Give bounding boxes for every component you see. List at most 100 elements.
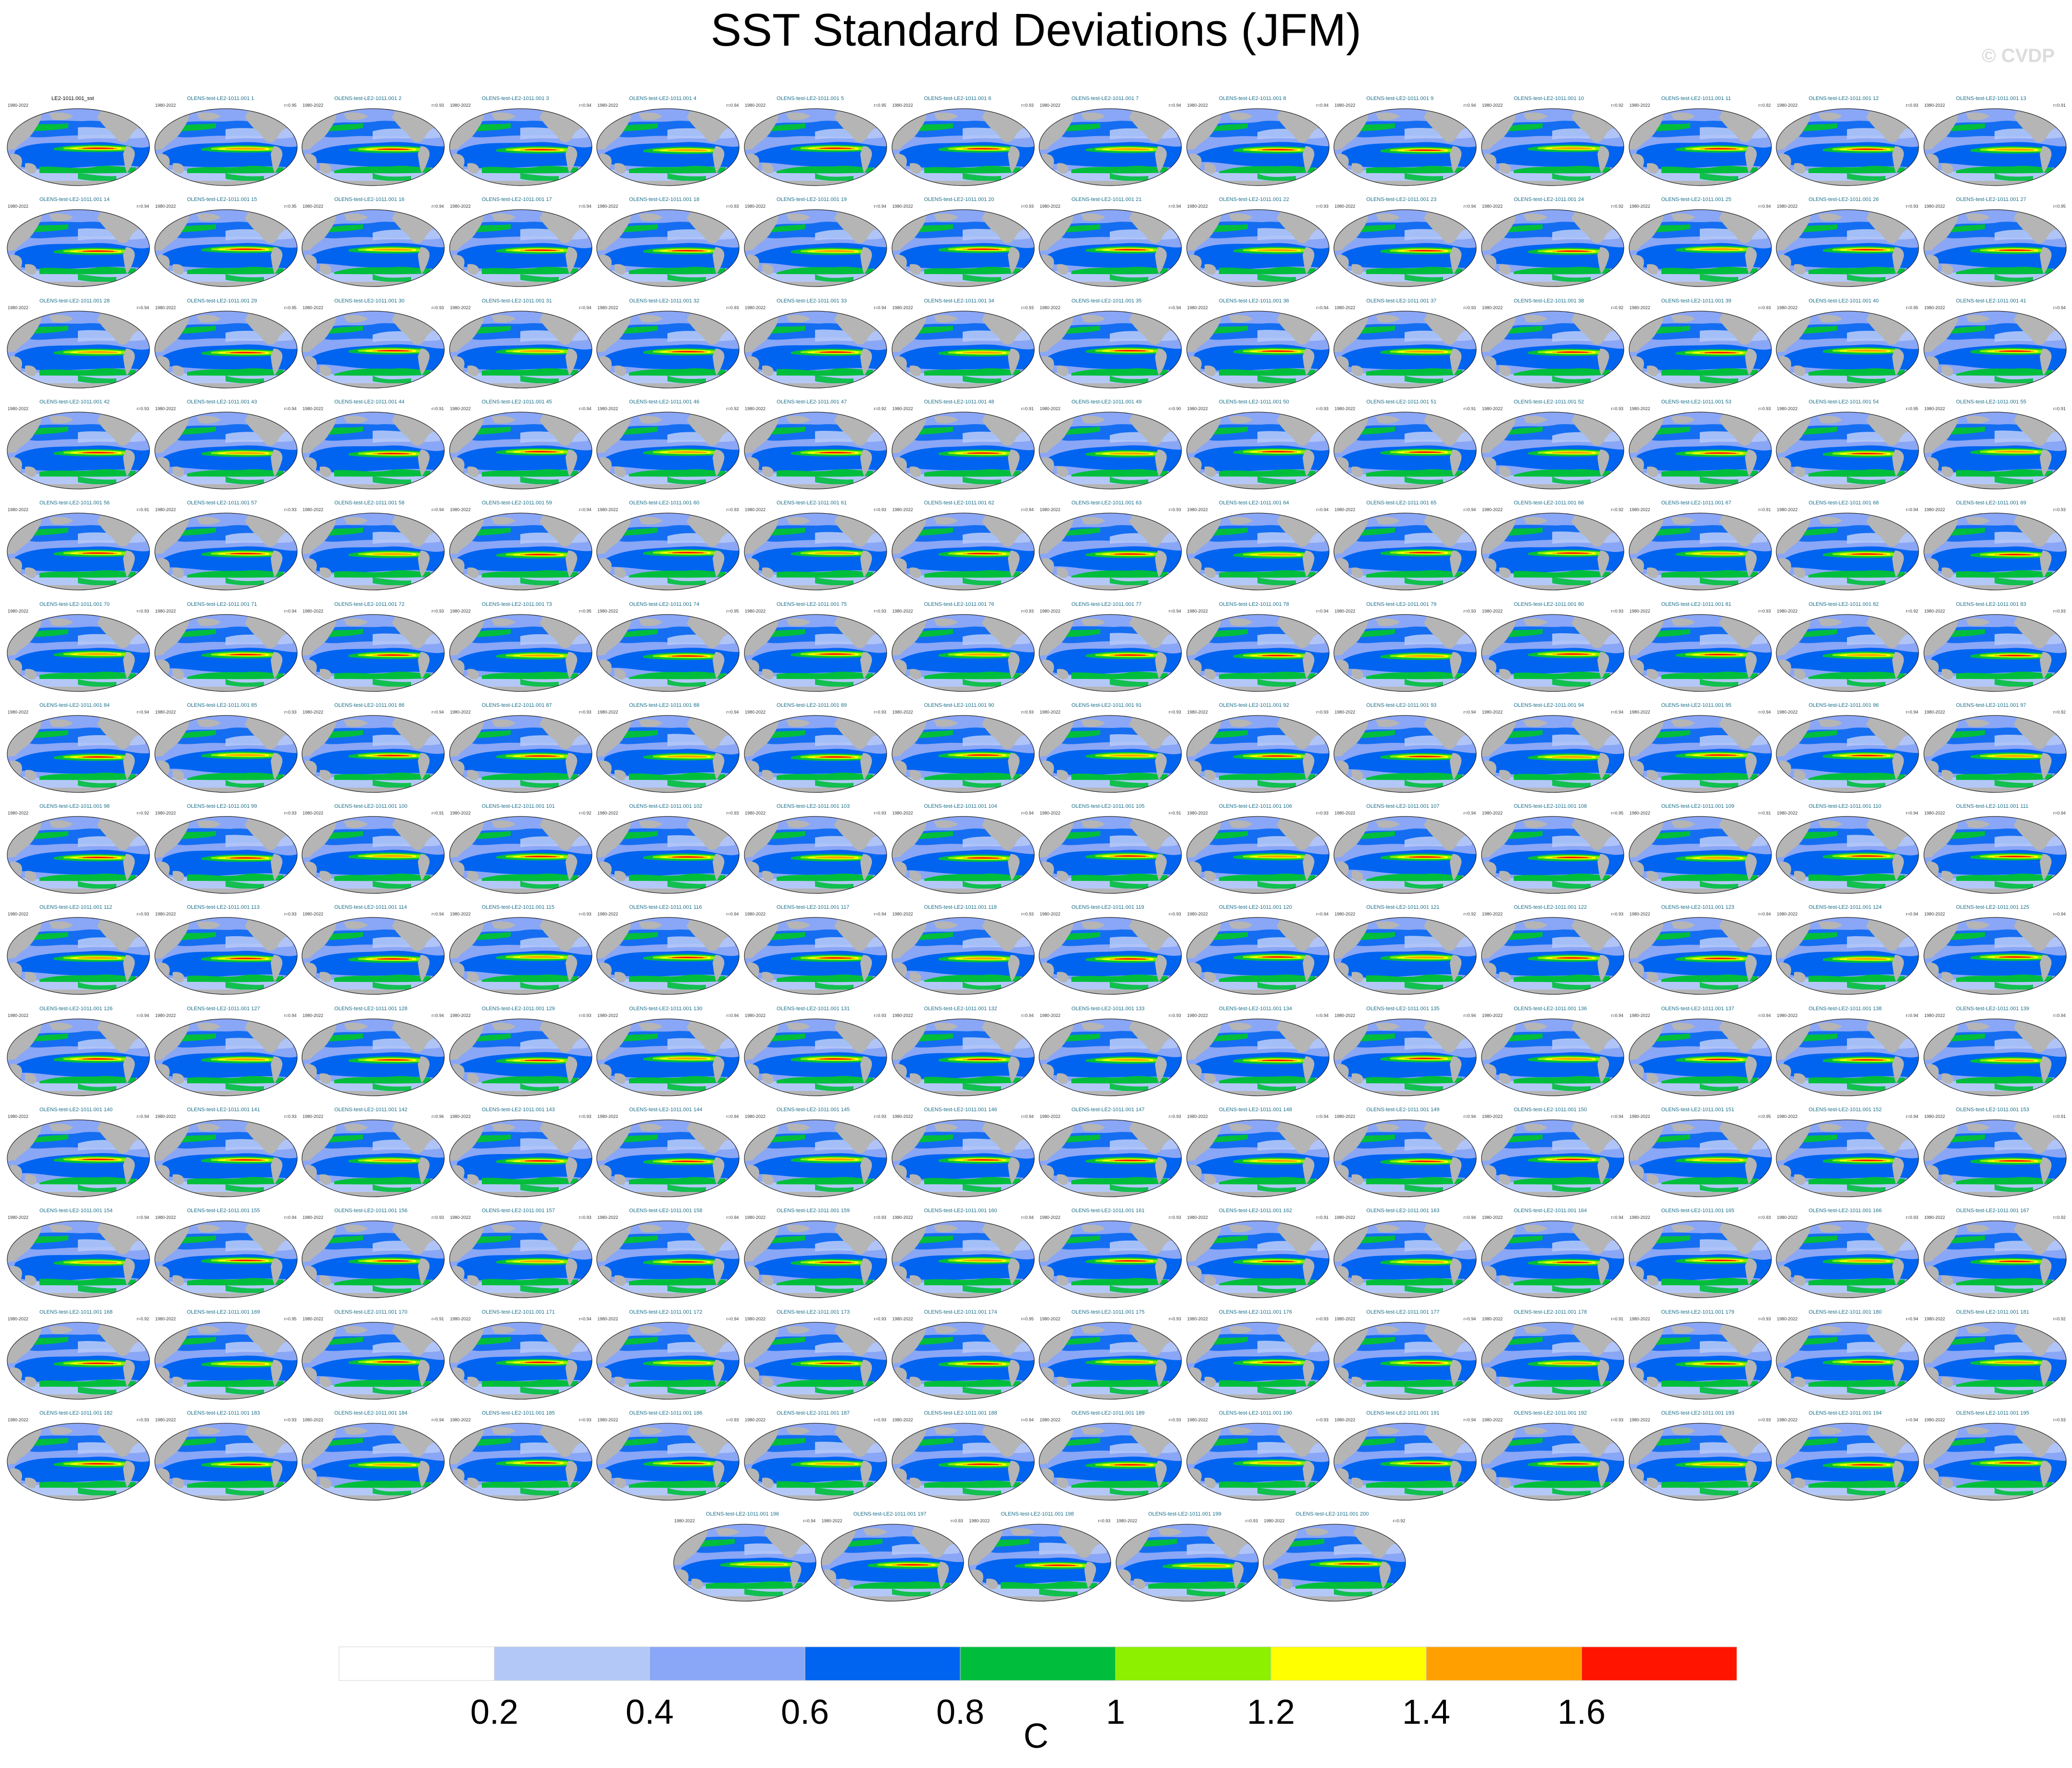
- sst-map: [596, 209, 740, 287]
- map-panel-pattern-correlation: r=0.94: [1611, 709, 1623, 715]
- map-panel-pattern-correlation: r=0.94: [284, 1215, 297, 1220]
- map-panel-pattern-correlation: r=0.94: [1758, 204, 1771, 209]
- sst-map: [449, 412, 592, 489]
- sst-map: [7, 917, 150, 995]
- sst-map: [7, 1018, 150, 1096]
- map-panel-years: 1980-2022: [1482, 1417, 1503, 1422]
- sst-map: [449, 614, 592, 692]
- map-panel: OLENS-test-LE2-1011.001 138 1980-2022 r=0.…: [1775, 1006, 1920, 1103]
- map-panel-years: 1980-2022: [302, 1114, 324, 1119]
- map-panel-years: 1980-2022: [8, 709, 29, 715]
- map-panel: OLENS-test-LE2-1011.001 118 1980-2022 r=0.…: [891, 905, 1036, 1001]
- sst-map: [1481, 715, 1624, 793]
- map-panel-pattern-correlation: r=0.95: [284, 103, 297, 108]
- map-panel-title: OLENS-test-LE2-1011.001 170: [334, 1309, 408, 1315]
- map-panel-title: OLENS-test-LE2-1011.001 31: [481, 298, 552, 304]
- map-field: [892, 210, 1034, 287]
- map-panel-title: OLENS-test-LE2-1011.001 18: [629, 197, 700, 203]
- sst-map: [596, 614, 740, 692]
- sst-map: [1186, 1321, 1330, 1400]
- map-panel-years: 1980-2022: [1040, 204, 1061, 209]
- map-field: [7, 614, 150, 691]
- map-panel-title: OLENS-test-LE2-1011.001 45: [481, 399, 552, 405]
- sst-map: [1923, 209, 2067, 287]
- map-field: [449, 1322, 592, 1399]
- map-field: [1482, 917, 1624, 995]
- map-panel: OLENS-test-LE2-1011.001 49 1980-2022 r=0.9…: [1038, 399, 1183, 496]
- map-field: [449, 412, 592, 489]
- map-field: [449, 614, 592, 691]
- map-field: [1923, 614, 2066, 691]
- map-panel-years: 1980-2022: [597, 204, 618, 209]
- map-field: [744, 513, 887, 590]
- map-field: [744, 109, 887, 186]
- map-panel-title: OLENS-test-LE2-1011.001 7: [1071, 96, 1139, 101]
- map-field: [744, 1221, 887, 1298]
- sst-map: [744, 715, 887, 793]
- map-panel-years: 1980-2022: [597, 912, 618, 917]
- map-panel-years: 1980-2022: [8, 103, 29, 108]
- map-panel-pattern-correlation: r=0.94: [1906, 912, 1919, 917]
- sst-map: [1481, 1119, 1624, 1197]
- map-field: [1482, 715, 1624, 792]
- sst-map: [1186, 1423, 1330, 1501]
- map-panel-title: OLENS-test-LE2-1011.001 15: [187, 197, 257, 203]
- map-panel: OLENS-test-LE2-1011.001 63 1980-2022 r=0.9…: [1038, 501, 1183, 597]
- map-panel-title: OLENS-test-LE2-1011.001 60: [629, 500, 700, 506]
- map-panel-years: 1980-2022: [1777, 103, 1798, 108]
- map-panel: OLENS-test-LE2-1011.001 192 1980-2022 r=0.…: [1480, 1410, 1625, 1507]
- map-panel-pattern-correlation: r=0.94: [579, 507, 591, 513]
- map-panel: OLENS-test-LE2-1011.001 47 1980-2022 r=0.9…: [743, 399, 888, 496]
- map-field: [1186, 816, 1329, 894]
- map-panel-title: OLENS-test-LE2-1011.001 143: [481, 1107, 555, 1113]
- map-panel: OLENS-test-LE2-1011.001 194 1980-2022 r=0.…: [1775, 1410, 1920, 1507]
- map-panel: OLENS-test-LE2-1011.001 60 1980-2022 r=0.9…: [595, 501, 741, 597]
- map-field: [302, 1018, 445, 1096]
- map-field: [1186, 412, 1329, 489]
- map-field: [597, 513, 740, 590]
- map-field: [1629, 109, 1771, 186]
- map-panel-pattern-correlation: r=0.94: [1021, 811, 1034, 816]
- map-panel: OLENS-test-LE2-1011.001 80 1980-2022 r=0.9…: [1480, 602, 1625, 698]
- map-panel: OLENS-test-LE2-1011.001 150 1980-2022 r=0.…: [1480, 1107, 1625, 1204]
- map-panel-title: OLENS-test-LE2-1011.001 16: [334, 197, 405, 203]
- map-panel-title: OLENS-test-LE2-1011.001 3: [481, 96, 549, 101]
- map-panel-pattern-correlation: r=0.92: [1611, 103, 1623, 108]
- map-panel-pattern-correlation: r=0.93: [284, 1417, 297, 1422]
- map-panel-years: 1980-2022: [1629, 709, 1650, 715]
- map-panel: OLENS-test-LE2-1011.001 131 1980-2022 r=0.…: [743, 1006, 888, 1103]
- map-panel-pattern-correlation: r=0.93: [1021, 305, 1034, 310]
- sst-map: [1039, 917, 1182, 995]
- map-panel-years: 1980-2022: [8, 811, 29, 816]
- map-panel-title: OLENS-test-LE2-1011.001 191: [1366, 1410, 1440, 1416]
- map-panel: OLENS-test-LE2-1011.001 158 1980-2022 r=0.…: [595, 1208, 741, 1304]
- map-panel: OLENS-test-LE2-1011.001 196 1980-2022 r=0.…: [672, 1512, 817, 1608]
- map-panel-title: OLENS-test-LE2-1011.001 153: [1956, 1107, 2029, 1113]
- map-panel-pattern-correlation: r=0.93: [1168, 1215, 1181, 1220]
- map-panel: OLENS-test-LE2-1011.001 46 1980-2022 r=0.9…: [595, 399, 741, 496]
- map-field: [892, 311, 1034, 388]
- map-panel-title: OLENS-test-LE2-1011.001 71: [187, 601, 257, 607]
- map-panel: OLENS-test-LE2-1011.001 51 1980-2022 r=0.9…: [1332, 399, 1478, 496]
- map-panel-pattern-correlation: r=0.94: [1758, 709, 1771, 715]
- colorbar-segment: [1581, 1646, 1737, 1681]
- map-panel-years: 1980-2022: [302, 912, 324, 917]
- map-panel-pattern-correlation: r=0.93: [1463, 305, 1476, 310]
- map-panel-years: 1980-2022: [892, 1013, 913, 1018]
- map-panel-years: 1980-2022: [597, 1114, 618, 1119]
- map-panel: OLENS-test-LE2-1011.001 72 1980-2022 r=0.9…: [301, 602, 446, 698]
- sst-map: [891, 1321, 1035, 1400]
- map-panel-title: OLENS-test-LE2-1011.001 62: [924, 500, 994, 506]
- map-panel-title: OLENS-test-LE2-1011.001 187: [777, 1410, 850, 1416]
- map-panel-title: OLENS-test-LE2-1011.001 109: [1661, 803, 1734, 810]
- map-panel: OLENS-test-LE2-1011.001 91 1980-2022 r=0.9…: [1038, 702, 1183, 799]
- map-panel: OLENS-test-LE2-1011.001 104 1980-2022 r=0.…: [891, 804, 1036, 900]
- map-panel-title: OLENS-test-LE2-1011.001 172: [629, 1309, 703, 1315]
- map-panel: OLENS-test-LE2-1011.001 42 1980-2022 r=0.9…: [6, 399, 151, 496]
- map-panel-years: 1980-2022: [1777, 1013, 1798, 1018]
- map-field: [1482, 614, 1624, 691]
- map-panel: OLENS-test-LE2-1011.001 182 1980-2022 r=0.…: [6, 1410, 151, 1507]
- map-field: [892, 715, 1034, 792]
- sst-map: [1039, 412, 1182, 489]
- map-panel-pattern-correlation: r=0.94: [1906, 1417, 1919, 1422]
